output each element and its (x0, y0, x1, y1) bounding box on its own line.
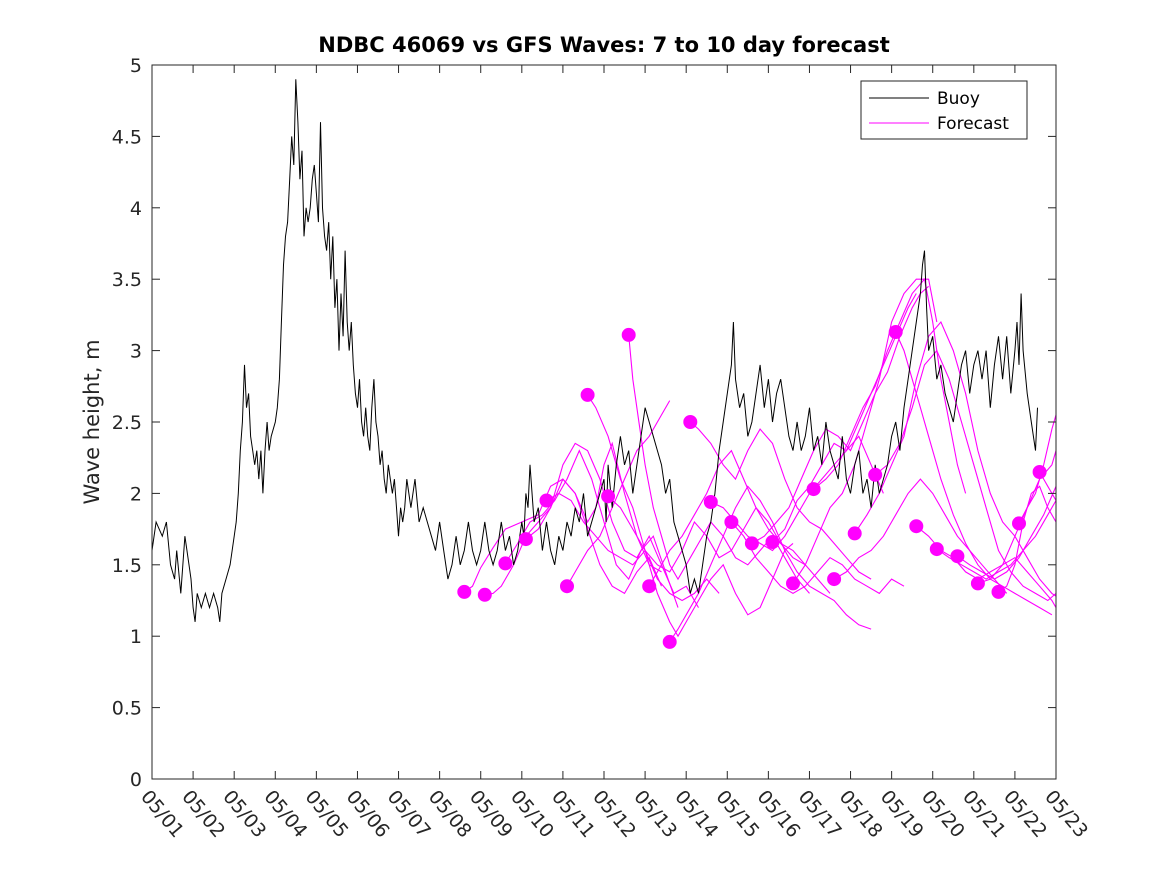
forecast-line (730, 521, 905, 595)
forecast-marker (580, 387, 595, 402)
forecast-marker (868, 467, 883, 482)
forecast-marker (621, 327, 636, 342)
x-tick-label: 05/16 (753, 786, 805, 842)
x-tick-label: 05/09 (465, 786, 517, 842)
forecast-marker (703, 495, 718, 509)
forecast-marker (1012, 516, 1026, 531)
forecast-marker (827, 572, 842, 587)
legend-box (860, 80, 1028, 140)
forecast-marker (457, 584, 472, 599)
forecast-marker (518, 532, 533, 547)
forecast-marker (724, 515, 739, 529)
forecast-line (484, 478, 663, 596)
x-tick-label: 05/19 (876, 786, 928, 842)
forecast-marker (1032, 465, 1047, 479)
legend: Buoy Forecast (860, 80, 1028, 140)
plot-area (152, 65, 1056, 779)
forecast-marker (601, 489, 616, 504)
forecast-marker (806, 482, 821, 497)
forecast-marker (950, 549, 965, 564)
x-tick-label: 05/10 (506, 786, 558, 842)
x-tick-label: 05/23 (1040, 786, 1092, 842)
x-tick-label: 05/22 (999, 786, 1051, 842)
x-tick-label: 05/18 (835, 786, 887, 842)
forecast-marker (477, 587, 492, 602)
forecast-line (648, 449, 831, 594)
forecast-marker (744, 536, 759, 551)
forecast-line (874, 349, 1056, 602)
forecast-line (669, 485, 872, 643)
chart-title: NDBC 46069 vs GFS Waves: 7 to 10 day for… (318, 33, 889, 57)
y-tick-label: 4.5 (112, 126, 142, 148)
forecast-line (957, 486, 1056, 580)
forecast-marker (970, 576, 985, 591)
x-tick-label: 05/15 (711, 786, 763, 842)
forecast-line (813, 277, 967, 494)
x-tick-label: 05/14 (670, 786, 722, 842)
y-tick-label: 2 (130, 483, 142, 505)
forecast-line (566, 400, 671, 587)
forecast-line (833, 478, 1008, 594)
forecast-marker (642, 579, 657, 594)
forecast-marker (888, 325, 903, 339)
x-tick-label: 05/02 (177, 786, 229, 842)
x-tick-label: 05/06 (342, 786, 394, 842)
x-tick-label: 05/11 (547, 786, 599, 842)
x-tick-label: 05/17 (794, 786, 846, 842)
forecast-marker (539, 493, 554, 508)
forecast-line (689, 421, 872, 580)
x-tick-label: 05/20 (917, 786, 969, 842)
y-tick-label: 4 (130, 198, 142, 220)
x-tick-label: 05/12 (588, 786, 640, 842)
forecast-line (525, 442, 699, 608)
x-tick-label: 05/03 (218, 786, 270, 842)
forecast-marker (683, 415, 698, 429)
forecast-line (751, 285, 929, 544)
x-tick-label: 05/07 (383, 786, 435, 842)
x-tick-label: 05/01 (136, 786, 188, 842)
series-layer (152, 79, 1056, 649)
y-axis: 0 0.5 1 1.5 2 2.5 3 3.5 4 4.5 5 (112, 55, 1056, 791)
forecast-marker (991, 584, 1006, 599)
forecast-marker (786, 576, 800, 591)
forecast-marker (498, 556, 513, 571)
y-tick-label: 3.5 (112, 269, 142, 291)
forecast-line (895, 331, 1053, 616)
legend-forecast-label: Forecast (937, 114, 1009, 134)
forecast-marker (929, 542, 944, 557)
forecast-marker (765, 535, 780, 549)
y-tick-label: 3 (130, 341, 142, 363)
forecast-marker (662, 634, 677, 649)
plot-clip-group (152, 79, 1056, 649)
x-tick-label: 05/08 (424, 786, 476, 842)
forecast-line (1018, 414, 1056, 524)
x-tick-label: 05/13 (629, 786, 681, 842)
y-axis-label: Wave height, m (80, 339, 104, 504)
y-tick-label: 1.5 (112, 555, 142, 577)
y-tick-label: 5 (130, 55, 142, 77)
y-tick-label: 2.5 (112, 412, 142, 434)
y-tick-label: 0.5 (112, 698, 142, 720)
forecast-marker (847, 526, 862, 541)
x-tick-label: 05/21 (958, 786, 1010, 842)
forecast-line (792, 278, 938, 584)
y-tick-label: 0 (130, 769, 142, 791)
buoy-line (152, 79, 1038, 622)
y-tick-label: 1 (130, 626, 142, 648)
forecast-line (587, 394, 794, 638)
forecast-marker (909, 519, 924, 534)
x-tick-label: 05/04 (259, 786, 311, 842)
legend-buoy-label: Buoy (937, 89, 980, 109)
x-tick-label: 05/05 (301, 786, 353, 842)
forecast-line (854, 320, 1056, 597)
forecast-marker (560, 579, 574, 594)
